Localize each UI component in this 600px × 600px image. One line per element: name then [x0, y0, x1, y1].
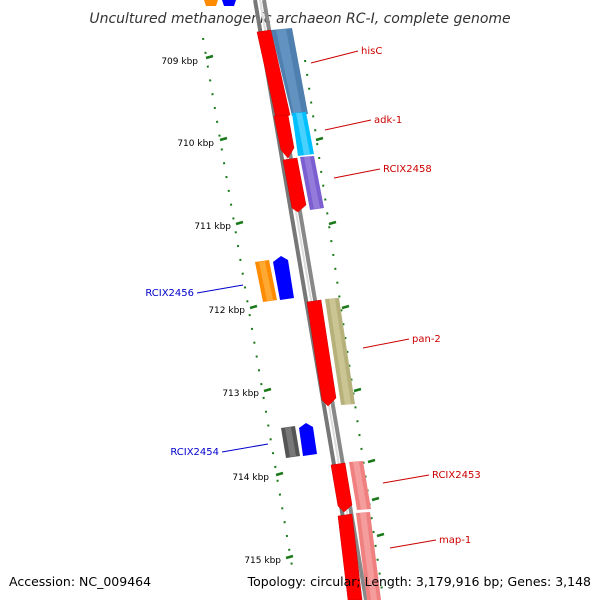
- accession-text: Accession: NC_009464: [9, 574, 151, 589]
- tick-label-714: 714 kbp: [232, 473, 269, 483]
- gene-adk-1[interactable]: [273, 112, 314, 159]
- topology-text: Topology: circular; Length: 3,179,916 bp…: [247, 574, 591, 589]
- ruler-dotted-right: [304, 59, 383, 591]
- tick-marks: [205, 54, 385, 560]
- gene-label-adk-1[interactable]: adk-1: [374, 115, 402, 126]
- gene-label-map-1[interactable]: map-1: [439, 535, 471, 546]
- gene-label-hisC[interactable]: hisC: [361, 46, 382, 57]
- gene-RCIX2458[interactable]: [282, 156, 324, 213]
- gene-RCIX2456[interactable]: [255, 256, 294, 302]
- tick-label-715: 715 kbp: [244, 556, 281, 566]
- tick-label-709: 709 kbp: [161, 57, 198, 67]
- top-partial-genes: [204, 0, 236, 6]
- tick-label-712: 712 kbp: [208, 306, 245, 316]
- tick-label-710: 710 kbp: [177, 139, 214, 149]
- gene-RCIX2453[interactable]: [330, 461, 371, 513]
- tick-label-711: 711 kbp: [194, 222, 231, 232]
- gene-label-RCIX2453[interactable]: RCIX2453: [432, 470, 481, 481]
- gene-label-pan-2[interactable]: pan-2: [412, 334, 441, 345]
- gene-RCIX2454[interactable]: [281, 423, 317, 458]
- gene-hisC[interactable]: [256, 28, 308, 119]
- map-title: Uncultured methanogenic archaeon RC-I, c…: [89, 11, 510, 27]
- gene-label-RCIX2456[interactable]: RCIX2456: [145, 288, 194, 299]
- gene-pan-2[interactable]: [306, 298, 355, 407]
- tick-label-713: 713 kbp: [222, 389, 259, 399]
- gene-label-RCIX2454[interactable]: RCIX2454: [170, 447, 219, 458]
- label-leaders: [196, 50, 437, 549]
- gene-map-1[interactable]: [337, 512, 381, 600]
- gene-label-RCIX2458[interactable]: RCIX2458: [383, 164, 432, 175]
